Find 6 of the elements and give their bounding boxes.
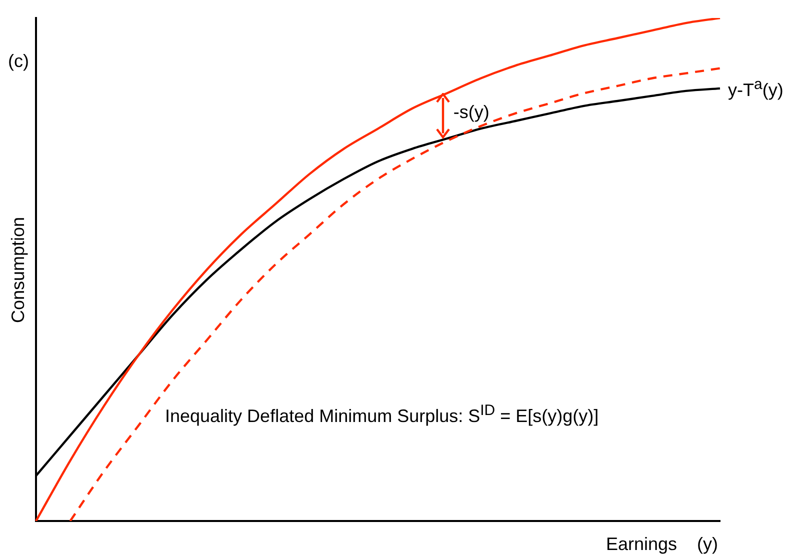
x-axis-title: Earnings (y): [606, 534, 718, 554]
annotation: -s(y): [453, 102, 490, 122]
text: (c): [8, 51, 29, 71]
annotation: Inequality Deflated Minimum Surplus: S$^{ID}$ = E[s(y)g(y)]: [165, 402, 599, 426]
y-axis-title: Consumption: [8, 216, 28, 323]
series-label: y-T$^{a}$(y): [728, 76, 784, 100]
